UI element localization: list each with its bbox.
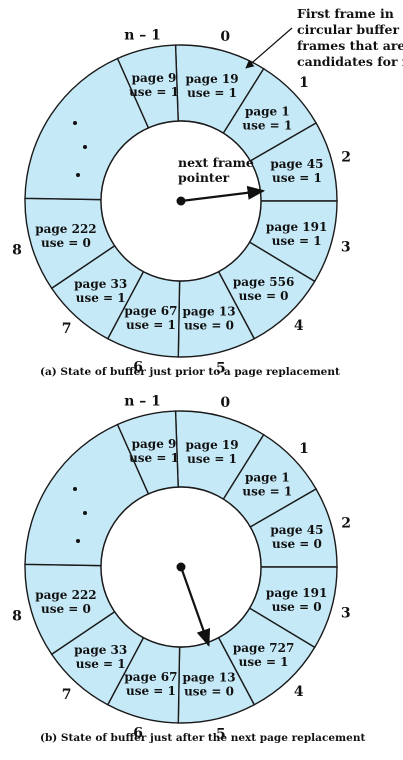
frame-slot-index: 1 xyxy=(299,75,309,91)
frame-use-bit: use = 1 xyxy=(126,684,176,698)
frame-page-label: page 19 xyxy=(186,438,239,452)
frame-slot-index: 5 xyxy=(216,360,226,376)
frame-page-label: page 67 xyxy=(124,304,177,318)
pointer-label: pointer xyxy=(178,170,230,185)
frame-use-bit: use = 1 xyxy=(76,291,126,305)
frame-use-bit: use = 1 xyxy=(239,655,289,669)
frame-slot-index: 0 xyxy=(220,395,230,411)
frame-slot-index: 5 xyxy=(216,726,226,742)
frame-use-bit: use = 0 xyxy=(184,685,234,699)
frame-use-bit: use = 1 xyxy=(272,234,322,248)
frame-use-bit: use = 1 xyxy=(187,86,237,100)
ellipsis-dot xyxy=(76,539,80,543)
figure-caption: (a) State of buffer just prior to a page… xyxy=(40,366,340,378)
first-frame-annotation: frames that are xyxy=(297,38,403,53)
frame-page-label: page 191 xyxy=(266,586,327,600)
ellipsis-dot xyxy=(76,173,80,177)
frame-page-label: page 33 xyxy=(74,643,127,657)
frame-slot-index: 4 xyxy=(294,318,304,334)
frame-slot-index: 4 xyxy=(294,684,304,700)
frame-slot-index: 2 xyxy=(341,516,351,532)
frame-slot-index: 8 xyxy=(12,609,22,625)
frame-use-bit: use = 0 xyxy=(41,602,91,616)
frame-use-bit: use = 1 xyxy=(242,119,292,133)
frame-page-label: page 222 xyxy=(35,222,96,236)
frame-slot-index: 7 xyxy=(62,687,72,703)
frame-page-label: page 191 xyxy=(266,220,327,234)
frame-page-label: page 13 xyxy=(182,305,235,319)
frame-slot-index: 6 xyxy=(133,726,143,742)
frame-page-label: page 9 xyxy=(132,437,177,451)
frame-slot-index: 3 xyxy=(341,240,351,256)
frame-use-bit: use = 0 xyxy=(41,236,91,250)
frame-use-bit: use = 1 xyxy=(242,485,292,499)
frame-page-label: page 13 xyxy=(182,671,235,685)
frame-use-bit: use = 1 xyxy=(76,657,126,671)
frame-slot-index: 7 xyxy=(62,321,72,337)
frame-use-bit: use = 0 xyxy=(239,289,289,303)
frame-slot-index: 3 xyxy=(341,606,351,622)
ellipsis-dot xyxy=(83,145,87,149)
frame-page-label: page 67 xyxy=(124,670,177,684)
frame-slot-index: 6 xyxy=(133,360,143,376)
frame-use-bit: use = 0 xyxy=(184,319,234,333)
frame-page-label: page 45 xyxy=(270,157,323,171)
first-frame-annotation: circular buffer of xyxy=(297,22,403,37)
frame-page-label: page 19 xyxy=(186,72,239,86)
frame-page-label: page 9 xyxy=(132,71,177,85)
frame-page-label: page 45 xyxy=(270,523,323,537)
frame-page-label: page 1 xyxy=(245,105,290,119)
frame-slot-index: 2 xyxy=(341,150,351,166)
frame-page-label: page 222 xyxy=(35,588,96,602)
frame-page-label: page 556 xyxy=(233,275,294,289)
next-frame-pointer-arrow xyxy=(179,566,211,647)
frame-use-bit: use = 0 xyxy=(272,537,322,551)
frame-slot-index: 1 xyxy=(299,441,309,457)
frame-page-label: page 1 xyxy=(245,471,290,485)
frame-use-bit: use = 1 xyxy=(129,85,179,99)
figure-caption: (b) State of buffer just after the next … xyxy=(40,732,365,744)
frame-use-bit: use = 1 xyxy=(126,318,176,332)
ellipsis-dot xyxy=(73,487,77,491)
frame-use-bit: use = 1 xyxy=(129,451,179,465)
frame-slot-index: n – 1 xyxy=(124,393,161,409)
frame-slot-index: 0 xyxy=(220,29,230,45)
first-frame-annotation: First frame in xyxy=(297,6,394,21)
frame-page-label: page 33 xyxy=(74,277,127,291)
annotation-arrow xyxy=(245,27,293,69)
frame-use-bit: use = 0 xyxy=(272,600,322,614)
frame-page-label: page 727 xyxy=(233,641,294,655)
frame-use-bit: use = 1 xyxy=(187,452,237,466)
ellipsis-dot xyxy=(73,121,77,125)
pointer-label: next frame xyxy=(178,155,254,170)
ellipsis-dot xyxy=(83,511,87,515)
next-frame-pointer-arrow xyxy=(180,185,266,203)
first-frame-annotation: candidates for repl xyxy=(297,54,403,69)
frame-use-bit: use = 1 xyxy=(272,171,322,185)
frame-slot-index: n – 1 xyxy=(124,27,161,43)
frame-slot-index: 8 xyxy=(12,243,22,259)
